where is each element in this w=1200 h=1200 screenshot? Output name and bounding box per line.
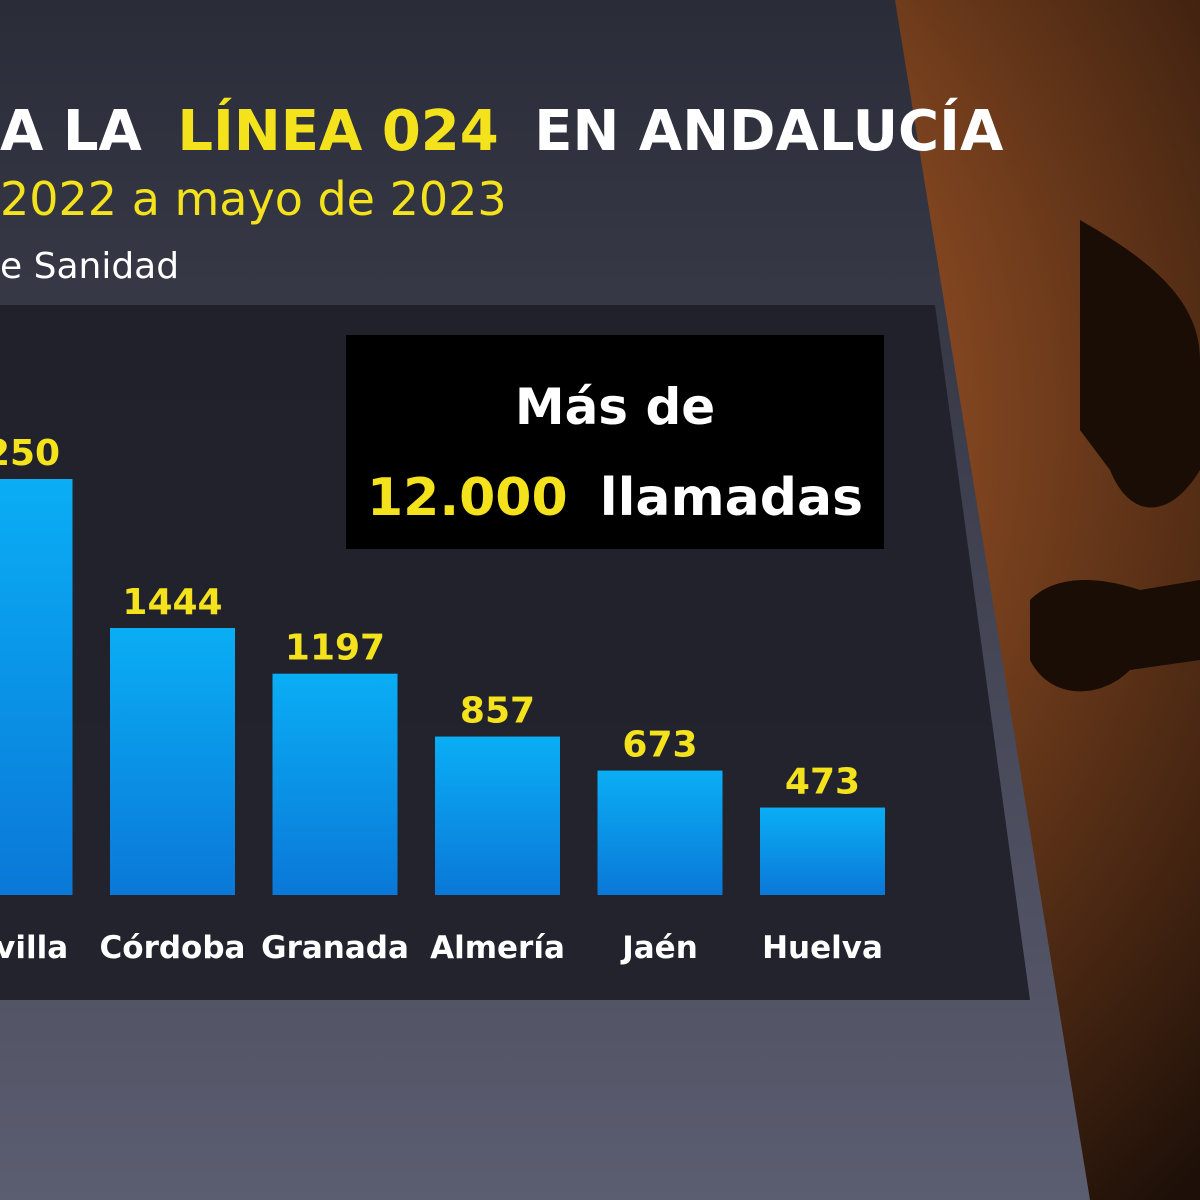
category-label: Huelva bbox=[762, 930, 883, 966]
callout-highlight: 12.000 bbox=[367, 468, 568, 528]
value-label: 1197 bbox=[285, 628, 385, 669]
bar bbox=[0, 479, 73, 895]
callout-line2: 12.000 llamadas bbox=[367, 468, 863, 528]
bar bbox=[110, 628, 235, 895]
category-label: Córdoba bbox=[100, 930, 246, 966]
subtitle: 2022 a mayo de 2023 bbox=[0, 172, 507, 226]
value-label: 1444 bbox=[122, 582, 222, 623]
silhouette bbox=[1080, 220, 1200, 508]
callout-line1: Más de bbox=[515, 378, 715, 436]
category-label: Jaén bbox=[620, 930, 698, 966]
category-label: Granada bbox=[261, 930, 409, 966]
source: e Sanidad bbox=[0, 246, 179, 287]
bar bbox=[272, 673, 398, 895]
bars: 2250 Sevilla 1444 Córdoba 1197 Granada 857 Alme… bbox=[0, 433, 885, 966]
value-label: 673 bbox=[622, 725, 697, 766]
title-part: A LA bbox=[0, 99, 143, 164]
category-label: Sevilla bbox=[0, 930, 68, 966]
callout-box bbox=[346, 335, 884, 549]
value-label: 857 bbox=[460, 691, 535, 732]
title-part: EN ANDALUCÍA bbox=[534, 98, 1004, 164]
category-label: Almería bbox=[430, 930, 565, 966]
bar bbox=[435, 736, 560, 895]
chart-title: A LA LÍNEA 024 EN ANDALUCÍA bbox=[0, 98, 1004, 164]
silhouette-fist bbox=[1030, 580, 1200, 692]
value-label: 473 bbox=[785, 762, 860, 803]
bar bbox=[597, 770, 723, 895]
callout-text: llamadas bbox=[600, 468, 863, 528]
value-label: 2250 bbox=[0, 433, 60, 474]
title-highlight: LÍNEA 024 bbox=[177, 98, 498, 164]
bar bbox=[760, 807, 885, 895]
